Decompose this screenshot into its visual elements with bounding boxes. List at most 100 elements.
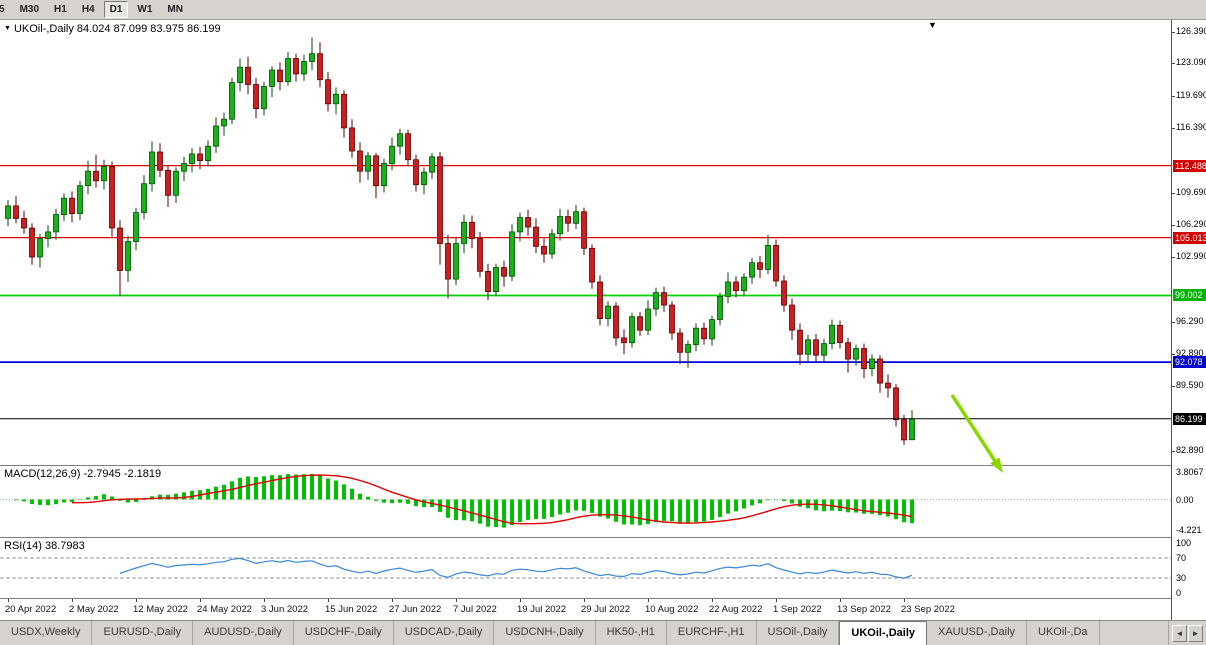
- price-tick-label: 106.290: [1176, 219, 1206, 229]
- candle: [517, 217, 523, 233]
- price-badge: 105.013: [1173, 232, 1206, 244]
- candle: [101, 165, 107, 182]
- price-tick-label: 89.590: [1176, 380, 1204, 390]
- candle: [677, 332, 683, 353]
- timeframe-toolbar: 5 M30 H1 H4 D1 W1 MN: [0, 0, 1206, 20]
- tab-ukoil-da[interactable]: UKOil-,Da: [1027, 621, 1100, 645]
- time-tick-mark: [456, 599, 457, 602]
- candle: [581, 211, 587, 249]
- date-label: 29 Jul 2022: [581, 604, 631, 615]
- time-tick-mark: [904, 599, 905, 602]
- candle: [37, 238, 43, 258]
- candle: [765, 244, 771, 270]
- timeframe-h1-button[interactable]: H1: [54, 4, 67, 15]
- time-tick-mark: [264, 599, 265, 602]
- macd-axis-label: 0.00: [1176, 494, 1194, 505]
- candle: [253, 84, 259, 110]
- rsi-chart: [0, 557, 1171, 579]
- tab-usdcad-daily[interactable]: USDCAD-,Daily: [394, 621, 495, 645]
- candle: [477, 238, 483, 272]
- timeframe-5-button[interactable]: 5: [0, 1, 11, 18]
- tab-ukoil-daily[interactable]: UKOil-,Daily: [839, 621, 927, 645]
- candle: [829, 324, 835, 344]
- candle: [877, 358, 883, 384]
- chart-shift-icon[interactable]: ▼: [928, 20, 937, 30]
- candle: [453, 243, 459, 280]
- candle: [653, 292, 659, 310]
- date-label: 19 Jul 2022: [517, 604, 567, 615]
- chart-tabs-bar: USDX,Weekly EURUSD-,Daily AUDUSD-,Daily USD…: [0, 620, 1206, 645]
- candle: [197, 153, 203, 161]
- price-tick-mark: [1172, 225, 1175, 226]
- price-tick-mark: [1172, 354, 1175, 355]
- candle: [821, 343, 827, 356]
- candle: [229, 82, 235, 120]
- price-chart-panel[interactable]: ▼ UKOil-,Daily 84.024 87.099 83.975 86.19…: [0, 20, 1171, 465]
- candle: [285, 58, 291, 83]
- tab-eurchf-h1[interactable]: EURCHF-,H1: [667, 621, 757, 645]
- candle: [149, 151, 155, 185]
- candle: [237, 66, 243, 84]
- candle: [109, 165, 115, 229]
- timeframe-h4-button[interactable]: H4: [81, 4, 95, 15]
- candle: [741, 276, 747, 292]
- tab-usdx-weekly[interactable]: USDX,Weekly: [0, 621, 93, 645]
- macd-signal-line: [72, 474, 913, 525]
- candle: [429, 156, 435, 173]
- candle: [333, 93, 339, 105]
- rsi-label: RSI(14) 38.7983: [4, 540, 85, 552]
- candle: [21, 217, 27, 229]
- candle: [909, 418, 915, 441]
- tab-hk50-h1[interactable]: HK50-,H1: [596, 621, 667, 645]
- tabs-scroll-left-button[interactable]: ◄: [1172, 624, 1187, 642]
- candle: [565, 216, 571, 224]
- candle: [357, 150, 363, 172]
- panel-separator: [0, 598, 1206, 599]
- tab-xauusd-daily[interactable]: XAUUSD-,Daily: [927, 621, 1028, 645]
- candle: [341, 93, 347, 129]
- rsi-panel[interactable]: RSI(14) 38.7983: [0, 538, 1171, 598]
- candle: [589, 247, 595, 283]
- tabs-scroll-right-button[interactable]: ►: [1188, 624, 1203, 642]
- timeframe-w1-button[interactable]: W1: [137, 4, 153, 15]
- candle: [389, 145, 395, 164]
- candle: [413, 159, 419, 186]
- date-label: 22 Aug 2022: [709, 604, 763, 615]
- candle: [261, 86, 267, 110]
- panel-separator[interactable]: [0, 537, 1206, 538]
- time-axis[interactable]: 20 Apr 2022 2 May 2022 12 May 2022 24 May 2…: [0, 599, 1171, 620]
- time-tick-mark: [328, 599, 329, 602]
- tab-usdchf-daily[interactable]: USDCHF-,Daily: [294, 621, 394, 645]
- price-badge: 92.078: [1173, 356, 1206, 368]
- candle: [669, 304, 675, 334]
- candle: [813, 339, 819, 356]
- panel-separator[interactable]: [0, 465, 1206, 466]
- price-tick-label: 119.690: [1176, 90, 1206, 100]
- candle: [61, 197, 67, 215]
- timeframe-m30-button[interactable]: M30: [19, 4, 40, 15]
- candle: [693, 327, 699, 346]
- candle: [381, 163, 387, 187]
- price-tick-label: 102.990: [1176, 251, 1206, 261]
- candlestick-chart[interactable]: [0, 20, 1171, 465]
- tab-usoil-daily[interactable]: USOil-,Daily: [757, 621, 840, 645]
- candle: [749, 262, 755, 278]
- date-label: 10 Aug 2022: [645, 604, 699, 615]
- timeframe-mn-button[interactable]: MN: [167, 4, 183, 15]
- tab-eurusd-daily[interactable]: EURUSD-,Daily: [92, 621, 194, 645]
- dropdown-triangle-icon: ▼: [4, 25, 11, 32]
- candle: [13, 205, 19, 219]
- candle: [597, 281, 603, 319]
- macd-panel[interactable]: MACD(12,26,9) -2.7945 -2.1819: [0, 466, 1171, 537]
- price-tick-label: 109.690: [1176, 187, 1206, 197]
- date-label: 7 Jul 2022: [453, 604, 497, 615]
- tab-usdcnh-daily[interactable]: USDCNH-,Daily: [494, 621, 596, 645]
- timeframe-d1-button[interactable]: D1: [103, 1, 129, 18]
- candle: [133, 212, 139, 242]
- candle: [805, 339, 811, 355]
- candle: [181, 163, 187, 172]
- price-tick-mark: [1172, 128, 1175, 129]
- tab-audusd-daily[interactable]: AUDUSD-,Daily: [193, 621, 294, 645]
- price-axis[interactable]: 126.390 123.090 119.690 116.390 109.690 106.2…: [1171, 20, 1206, 620]
- chart-tabs: USDX,Weekly EURUSD-,Daily AUDUSD-,Daily USD…: [0, 621, 1168, 645]
